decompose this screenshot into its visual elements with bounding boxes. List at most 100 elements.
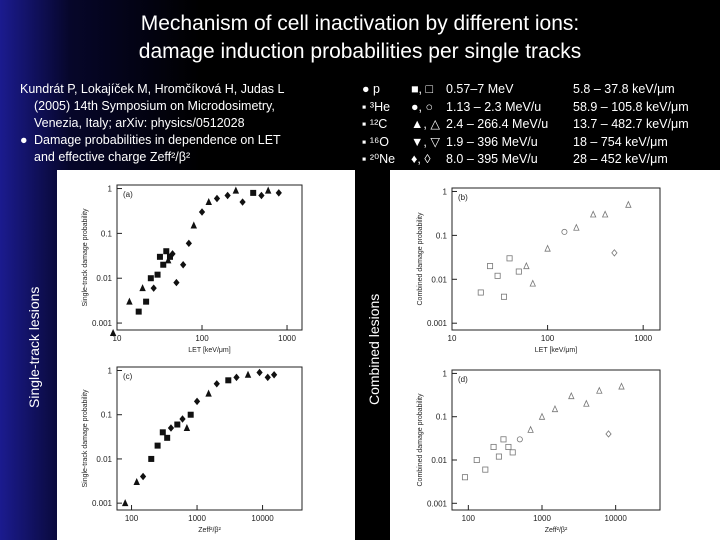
data-point-square — [509, 449, 516, 456]
x-tick-label: 100 — [125, 514, 139, 523]
ion-energy: 2.4 – 266.4 MeV/u — [446, 117, 549, 131]
data-point-square — [461, 474, 468, 481]
plot-frame — [451, 369, 661, 511]
bullet-icon: ● — [20, 133, 28, 147]
ion-energy: 8.0 – 395 MeV/u — [446, 152, 538, 166]
y-tick-label: 0.1 — [436, 231, 448, 240]
data-point-diamond — [173, 278, 180, 287]
x-tick-label: 100 — [462, 514, 476, 523]
reference-line-1: Kundrát P, Lokajíček M, Hromčíková H, Ju… — [20, 82, 285, 96]
ion-row: ● p — [362, 81, 395, 99]
data-point-triangle — [109, 328, 117, 337]
data-point-triangle — [568, 391, 575, 400]
data-point-triangle — [544, 244, 551, 252]
data-point-triangle — [133, 477, 140, 486]
data-point-triangle — [121, 499, 129, 507]
data-point-square — [164, 434, 171, 441]
reference-line-4: Damage probabilities in dependence on LE… — [34, 133, 281, 147]
ion-energy: 1.13 – 2.3 MeV/u — [446, 99, 542, 114]
data-point-triangle — [139, 284, 146, 292]
y-tick-label: 0.01 — [96, 274, 112, 283]
data-point-diamond — [213, 380, 220, 388]
y-tick-label: 1 — [108, 367, 113, 376]
data-point-triangle — [625, 200, 632, 208]
ion-let-column: 5.8 – 37.8 keV/μm 58.9 – 105.8 keV/μm 13… — [573, 81, 689, 169]
x-axis-label: LET [keV/μm] — [535, 347, 577, 354]
single-track-figure: 1 0.1 0.01 0.001 10 100 1000 LET [keV/μm] Single… — [57, 170, 355, 540]
ion-symbol: ▲, △ — [411, 117, 440, 131]
data-point-diamond — [193, 397, 201, 406]
data-point-diamond — [213, 194, 221, 203]
data-point-triangle — [205, 197, 212, 206]
data-point-triangle — [589, 210, 597, 218]
ion-row: ▪ ¹²C — [362, 116, 395, 134]
data-point-square — [174, 421, 181, 428]
data-point-square — [494, 272, 501, 279]
data-point-diamond — [198, 208, 206, 216]
ion-energy: 0.57–7 MeV — [446, 82, 514, 96]
bullet-icon: ▪ — [362, 134, 367, 149]
data-point-square — [515, 268, 522, 275]
y-tick-label: 0.001 — [92, 319, 113, 328]
x-tick-label: 10000 — [605, 514, 628, 523]
panel-label: (a) — [123, 190, 133, 199]
ion-let: 28 – 452 keV/μm — [573, 152, 668, 166]
y-tick-label: 1 — [443, 369, 448, 378]
bullet-icon: ▪ — [362, 117, 367, 131]
plot-frame — [451, 187, 661, 331]
data-point-square — [477, 289, 484, 296]
ion-energy: 1.9 – 396 MeV/u — [446, 134, 538, 149]
data-point-triangle — [601, 210, 609, 218]
y-tick-label: 0.01 — [431, 456, 447, 465]
data-point-triangle — [126, 297, 133, 305]
data-point-square — [143, 298, 150, 305]
ion-name: ¹⁶O — [369, 134, 389, 149]
data-point-square — [154, 442, 161, 449]
x-tick-label: 10 — [448, 334, 457, 343]
y-axis-label: Single-track damage probability — [82, 208, 89, 307]
data-point-diamond — [258, 191, 265, 200]
combined-lesions-label: Combined lesions — [366, 293, 382, 405]
data-point-triangle — [529, 279, 537, 287]
ion-name: p — [373, 82, 380, 96]
ion-row: ▪ ³He — [362, 99, 395, 117]
data-point-triangle — [583, 399, 590, 407]
data-point-triangle — [523, 262, 530, 270]
data-point-square — [135, 308, 142, 315]
data-point-diamond — [185, 239, 192, 248]
ion-symbol: ●, ○ — [411, 99, 434, 114]
ion-name: ²⁰Ne — [369, 152, 396, 166]
data-point-diamond — [179, 415, 186, 423]
y-axis-label: Combined damage probability — [417, 393, 424, 486]
y-tick-label: 0.01 — [96, 455, 112, 464]
single-track-lesions-label: Single-track lesions — [26, 286, 42, 408]
data-point-triangle — [244, 370, 252, 378]
reference-line-3: Venezia, Italy; arXiv: physics/0512028 — [34, 116, 245, 130]
x-axis-label: Zeff²/β² — [198, 527, 221, 534]
data-point-square — [160, 261, 167, 268]
data-point-diamond — [167, 424, 175, 432]
data-point-triangle — [232, 186, 240, 194]
y-axis-label: Single-track damage probability — [82, 389, 89, 488]
data-point-triangle — [596, 386, 603, 394]
reference-line-2: (2005) 14th Symposium on Microdosimetry, — [34, 99, 275, 113]
data-point-diamond — [264, 373, 271, 382]
data-point-square — [495, 453, 502, 460]
data-point-triangle — [527, 425, 534, 433]
y-tick-label: 0.1 — [101, 229, 113, 238]
data-point-diamond — [275, 189, 282, 197]
data-point-square — [500, 436, 507, 443]
data-point-diamond — [180, 261, 187, 269]
data-point-square — [501, 293, 508, 300]
panel-label: (b) — [458, 193, 468, 202]
reference-bullet-line: ● Damage probabilities in dependence on L… — [20, 132, 335, 149]
x-axis-label: LET [keV/μm] — [188, 347, 230, 354]
data-point-circle — [516, 436, 523, 443]
y-tick-label: 0.001 — [427, 319, 448, 328]
data-point-square — [482, 466, 489, 473]
data-point-square — [148, 455, 155, 462]
x-tick-label: 1000 — [634, 334, 652, 343]
data-point-diamond — [256, 368, 263, 377]
